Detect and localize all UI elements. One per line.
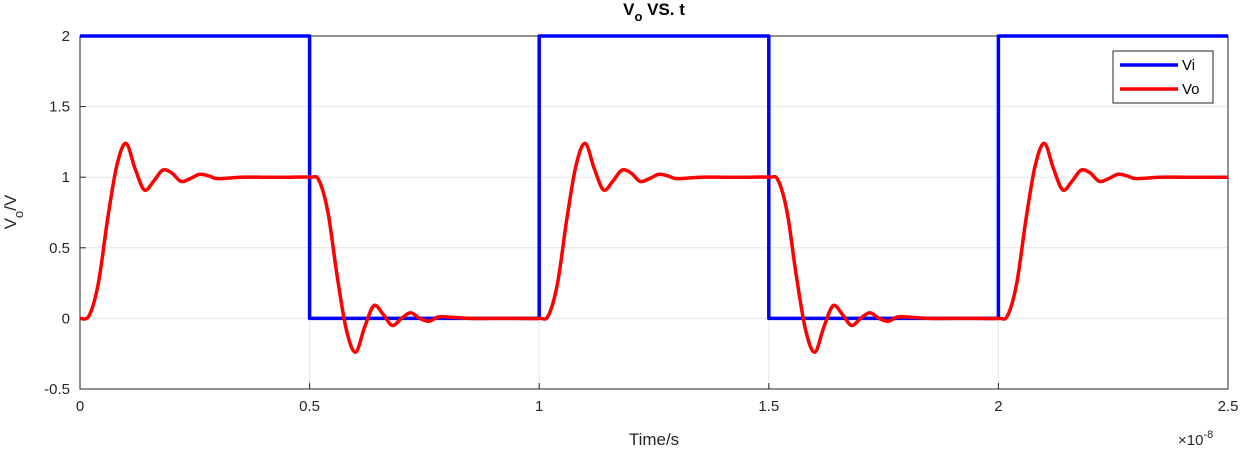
series-layer	[79, 34, 1228, 355]
chart-title: Vo VS. t	[623, 0, 685, 24]
y-axis-label-subscript: o	[11, 211, 26, 218]
grid	[79, 35, 1229, 390]
axis-ticks: 0 0.5 1 1.5 2 2.5 -0.5 0 0.5 1 1.5 2	[44, 28, 1238, 415]
legend-box	[1112, 50, 1214, 104]
x-axis-multiplier: ×10-8	[1178, 429, 1213, 449]
y-tick-label: -0.5	[44, 381, 70, 398]
x-axis-label: Time/s	[629, 430, 679, 449]
legend-label-vi: Vi	[1182, 57, 1195, 74]
y-tick-label: 0.5	[49, 240, 70, 257]
y-tick-label: 0	[62, 310, 70, 327]
y-tick-label: 1	[62, 169, 70, 186]
legend: Vi Vo	[1112, 50, 1214, 104]
series-line-vo	[79, 141, 1228, 355]
x-tick-label: 1.5	[758, 398, 779, 415]
plot-area-frame	[79, 35, 1229, 390]
x-tick-label: 1	[535, 398, 543, 415]
legend-label-vo: Vo	[1182, 81, 1200, 98]
y-tick-label: 1.5	[49, 99, 70, 116]
x-tick-label: 0.5	[299, 398, 320, 415]
chart-title-subscript: o	[634, 9, 642, 24]
x-tick-label: 2	[994, 398, 1002, 415]
x-axis-multiplier-exponent: -8	[1203, 429, 1213, 441]
x-tick-label: 2.5	[1218, 398, 1239, 415]
y-tick-label: 2	[62, 28, 70, 45]
y-axis-label: Vo/V	[1, 194, 26, 229]
x-tick-label: 0	[76, 398, 84, 415]
